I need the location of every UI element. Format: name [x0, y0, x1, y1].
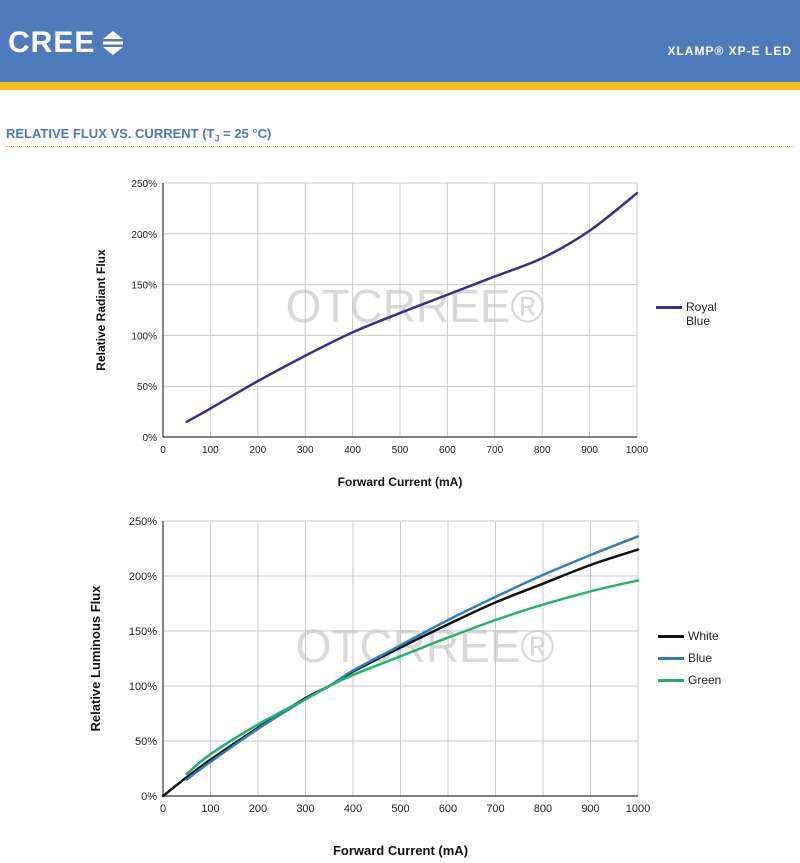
legend-swatch — [658, 635, 684, 638]
y-tick-label: 250% — [129, 516, 157, 528]
header-stripe — [0, 82, 800, 90]
y-tick-label: 50% — [135, 736, 157, 748]
x-tick-label: 1000 — [626, 803, 650, 815]
section-title: RELATIVE FLUX VS. CURRENT (TJ = 25 °C) — [6, 126, 271, 144]
x-tick-label: 700 — [486, 803, 504, 815]
x-tick-label: 600 — [439, 803, 457, 815]
legend-label: Royal Blue — [686, 300, 717, 328]
y-tick-label: 200% — [129, 571, 157, 583]
x-tick-label: 100 — [202, 445, 219, 456]
logo-text: CREE — [8, 26, 96, 59]
page-header: CREE XLAMP® XP-E LED — [0, 0, 800, 82]
x-tick-label: 500 — [391, 803, 409, 815]
section-title-main: RELATIVE FLUX VS. CURRENT (T — [6, 126, 215, 141]
x-tick-label: 400 — [344, 445, 361, 456]
x-tick-label: 600 — [439, 445, 456, 456]
x-tick-label: 300 — [296, 803, 314, 815]
x-tick-label: 0 — [160, 445, 166, 456]
legend-entry: White — [658, 629, 721, 643]
section-divider — [6, 146, 794, 147]
x-tick-label: 500 — [392, 445, 409, 456]
x-tick-label: 100 — [201, 803, 219, 815]
legend-entry: Blue — [658, 651, 721, 665]
y-axis-title: Relative Luminous Flux — [88, 585, 103, 732]
section-title-end: = 25 °C) — [219, 126, 272, 141]
legend-label: Blue — [688, 651, 713, 665]
x-tick-label: 700 — [486, 445, 503, 456]
legend-radiant: Royal Blue — [656, 300, 717, 336]
x-tick-label: 800 — [534, 445, 551, 456]
y-tick-label: 150% — [129, 626, 157, 638]
legend-label: Green — [688, 673, 722, 687]
x-axis-title: Forward Current (mA) — [333, 843, 468, 858]
x-axis-title: Forward Current (mA) — [338, 475, 463, 489]
legend-entry: Royal Blue — [656, 300, 717, 328]
legend-entry: Green — [658, 673, 721, 687]
legend-luminous: White Blue Green — [658, 629, 721, 695]
y-tick-label: 250% — [131, 179, 157, 190]
chart-2: OTCRREE®0 100 200 300 400 500 600 700 800 900 1000… — [88, 516, 650, 858]
x-tick-label: 300 — [297, 445, 314, 456]
cree-arrows-icon — [101, 30, 125, 56]
cree-logo: CREE — [8, 26, 125, 60]
y-tick-label: 0% — [141, 791, 157, 803]
x-tick-label: 200 — [249, 445, 266, 456]
y-tick-label: 0% — [143, 433, 158, 444]
y-tick-label: 200% — [131, 230, 157, 241]
series-line-royal-blue — [185, 191, 639, 424]
product-name: XLAMP® XP-E LED — [667, 44, 792, 58]
x-tick-label: 200 — [249, 803, 267, 815]
legend-swatch — [658, 679, 684, 682]
series-line-blue — [185, 535, 640, 781]
legend-swatch — [656, 306, 682, 309]
chart-1: OTCRREE®0 100 200 300 400 500 600 700 800 900 1000… — [94, 179, 649, 489]
x-tick-label: 800 — [534, 803, 552, 815]
legend-label: White — [688, 629, 719, 643]
x-tick-label: 900 — [581, 803, 599, 815]
y-axis-title: Relative Radiant Flux — [94, 249, 108, 371]
series-line-green — [185, 579, 640, 776]
y-tick-label: 100% — [131, 331, 157, 342]
x-tick-label: 400 — [344, 803, 362, 815]
y-tick-label: 100% — [129, 681, 157, 693]
x-tick-label: 0 — [160, 803, 166, 815]
x-tick-label: 1000 — [626, 445, 649, 456]
x-tick-label: 900 — [581, 445, 598, 456]
section-title-sub: J — [214, 133, 220, 144]
y-tick-label: 150% — [131, 281, 157, 292]
y-tick-label: 50% — [137, 382, 157, 393]
legend-swatch — [658, 657, 684, 660]
